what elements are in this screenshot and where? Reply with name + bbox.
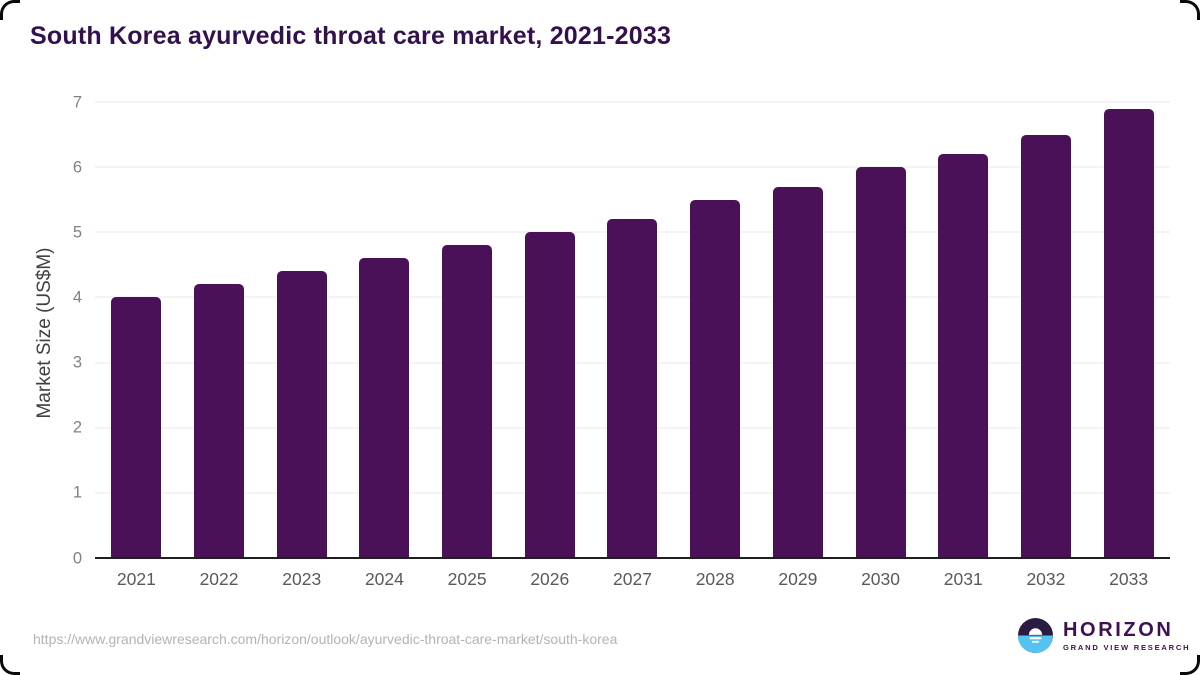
bar-2021 (111, 297, 162, 558)
y-tick-label-3: 3 (72, 353, 82, 372)
frame-corner-bottom-right (1180, 655, 1200, 675)
x-tick-label-2032: 2032 (1026, 569, 1066, 589)
y-tick-label-4: 4 (72, 288, 82, 307)
bar-2026 (524, 232, 575, 558)
chart-title: South Korea ayurvedic throat care market… (30, 22, 672, 50)
x-tick-label-2026: 2026 (530, 569, 570, 589)
x-tick-label-2028: 2028 (695, 569, 735, 589)
horizon-logo: HORIZON GRAND VIEW RESEARCH (1018, 618, 1190, 653)
horizon-logo-subtitle: GRAND VIEW RESEARCH (1063, 642, 1191, 652)
bar-2028 (690, 199, 741, 558)
bar-slot-2023 (260, 102, 343, 558)
frame-corner-top-left (0, 0, 20, 20)
bar-slot-2033 (1087, 102, 1170, 558)
source-url: https://www.grandviewresearch.com/horizo… (33, 631, 618, 647)
y-tick-label-7: 7 (72, 92, 82, 111)
bar-slot-2024 (343, 102, 426, 558)
gridline-7 (95, 101, 1170, 103)
bar-slot-2022 (178, 102, 261, 558)
y-tick-label-2: 2 (72, 418, 82, 437)
y-tick-label-5: 5 (72, 223, 82, 242)
bar-2025 (442, 245, 493, 558)
bar-2032 (1020, 134, 1071, 558)
x-tick-label-2025: 2025 (447, 569, 487, 589)
bar-slot-2030 (839, 102, 922, 558)
frame-corner-bottom-left (0, 655, 20, 675)
bar-2029 (772, 186, 823, 558)
x-tick-label-2029: 2029 (778, 569, 818, 589)
x-tick-label-2023: 2023 (282, 569, 322, 589)
bar-2023 (276, 271, 327, 558)
bar-2027 (607, 219, 658, 558)
bar-2030 (855, 167, 906, 558)
y-axis-label: Market Size (US$M) (34, 247, 55, 419)
gridline-6 (95, 166, 1170, 168)
bar-slot-2031 (922, 102, 1005, 558)
x-tick-label-2027: 2027 (613, 569, 652, 589)
horizon-logo-icon (1018, 618, 1053, 653)
x-tick-label-2030: 2030 (861, 569, 900, 589)
horizon-logo-text: HORIZON GRAND VIEW RESEARCH (1063, 618, 1191, 652)
horizon-logo-name: HORIZON (1063, 618, 1174, 641)
bar-2031 (938, 154, 989, 558)
bar-slot-2028 (674, 102, 757, 558)
bar-slot-2029 (757, 102, 840, 558)
x-tick-label-2024: 2024 (364, 569, 404, 589)
bar-2033 (1103, 108, 1154, 558)
x-tick-label-2033: 2033 (1109, 569, 1149, 589)
x-tick-label-2022: 2022 (199, 569, 239, 589)
bar-2022 (194, 284, 245, 558)
bar-slot-2032 (1005, 102, 1088, 558)
bar-slot-2021 (95, 102, 178, 558)
x-tick-label-2031: 2031 (943, 569, 983, 589)
bar-slot-2027 (591, 102, 674, 558)
x-axis-line (95, 557, 1170, 559)
bars (95, 102, 1170, 558)
bar-2024 (359, 258, 410, 558)
y-tick-label-1: 1 (72, 483, 82, 502)
frame-corner-top-right (1180, 0, 1200, 20)
bar-slot-2026 (508, 102, 591, 558)
x-tick-label-2021: 2021 (116, 569, 156, 589)
bar-slot-2025 (426, 102, 509, 558)
plot-area: 0 1 2 3 4 5 6 7 (73, 94, 1170, 566)
x-axis-labels: 2021 2022 2023 2024 2025 2026 2027 2028 2029 2030… (95, 569, 1170, 590)
y-tick-label-0: 0 (72, 548, 82, 567)
y-tick-label-6: 6 (72, 157, 82, 176)
